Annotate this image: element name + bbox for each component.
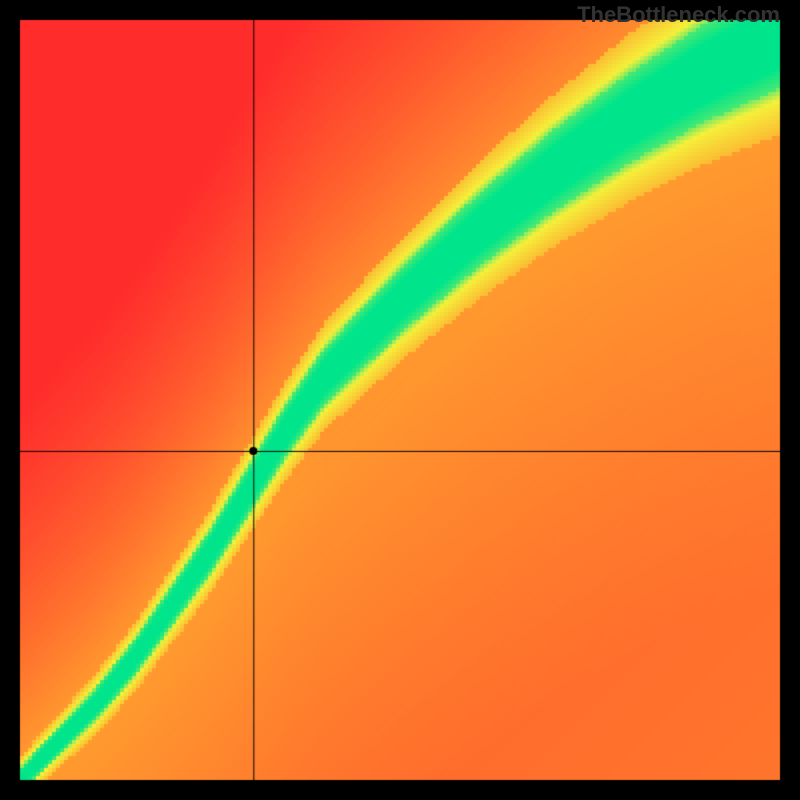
chart-container: TheBottleneck.com <box>0 0 800 800</box>
watermark-text: TheBottleneck.com <box>577 2 780 28</box>
heatmap-canvas <box>0 0 800 800</box>
